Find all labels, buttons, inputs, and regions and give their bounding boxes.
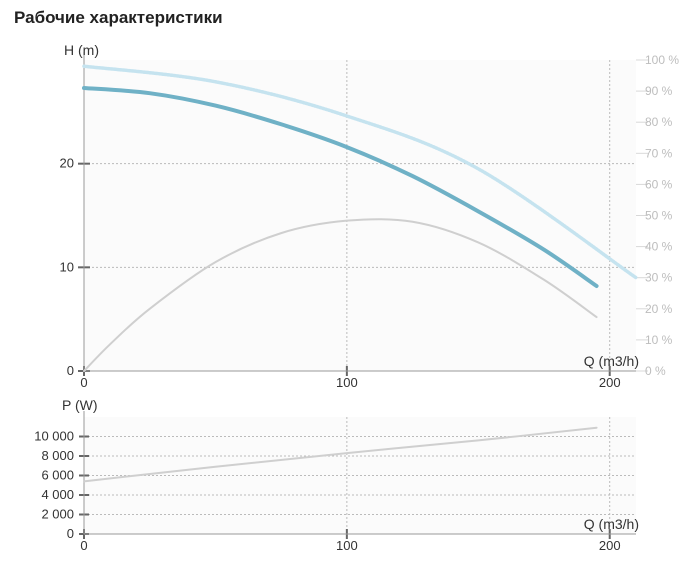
x-tick-label: 0 [80, 538, 87, 553]
y-axis-label: H (m) [64, 42, 99, 58]
y2-tick-label: 40 % [645, 240, 673, 254]
npsh-curve [83, 218, 598, 372]
x-tick-label: 100 [336, 538, 358, 553]
y-tick-label: 10 000 [34, 429, 74, 444]
x-axis-label: Q (m3/h) [584, 353, 639, 369]
y-tick-label: 6 000 [41, 468, 74, 483]
y2-tick-label: 90 % [645, 84, 673, 98]
y-tick-label: 8 000 [41, 448, 74, 463]
y2-tick-label: 60 % [645, 177, 673, 191]
power-chart: 0 2 000 4 000 6 000 8 000 10 000 0 100 200 P (W) Q… [34, 397, 639, 553]
plot-area [84, 60, 636, 371]
y2-tick-label: 50 % [645, 209, 673, 223]
y-tick-label: 0 [67, 363, 74, 378]
x-tick-label: 200 [599, 538, 621, 553]
y2-tick-label: 10 % [645, 333, 673, 347]
y2-tick-label: 30 % [645, 271, 673, 285]
x-tick-label: 100 [336, 375, 358, 390]
y-axis-label: P (W) [62, 397, 98, 413]
y2-tick-label: 80 % [645, 115, 673, 129]
head-curve [82, 85, 599, 288]
power-curve [83, 426, 598, 483]
y-tick-label: 2 000 [41, 507, 74, 522]
x-tick-label: 0 [80, 375, 87, 390]
y-tick-label: 10 [60, 259, 74, 274]
y-tick-label: 0 [67, 526, 74, 541]
x-axis-label: Q (m3/h) [584, 516, 639, 532]
y2-tick-label: 20 % [645, 302, 673, 316]
chart-title: Рабочие характеристики [14, 8, 223, 27]
y-tick-label: 20 [60, 156, 74, 171]
x-tick-label: 200 [599, 375, 621, 390]
y-tick-label: 4 000 [41, 487, 74, 502]
y2-tick-label: 100 % [645, 53, 679, 67]
efficiency-curve [82, 64, 638, 280]
y2-tick-label: 0 % [645, 364, 666, 378]
y2-tick-label: 70 % [645, 146, 673, 160]
